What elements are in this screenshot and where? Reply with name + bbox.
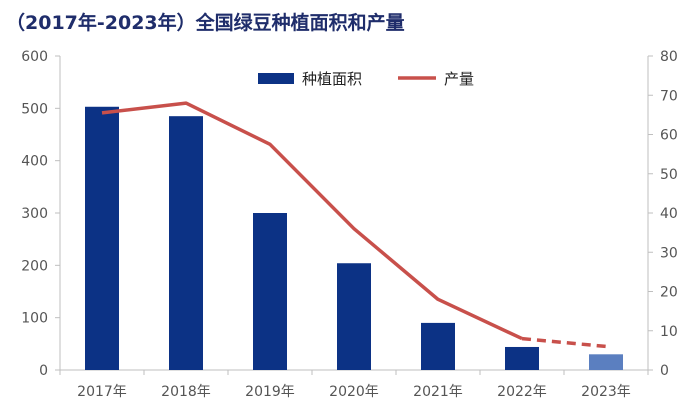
y-left-tick-label: 500 <box>21 101 48 117</box>
x-tick-label: 2022年 <box>497 384 547 400</box>
bar-2019年 <box>253 213 287 370</box>
legend-label-area: 种植面积 <box>302 70 362 88</box>
bar-2018年 <box>169 116 203 370</box>
y-right-tick-label: 0 <box>660 363 669 379</box>
y-left-tick-label: 300 <box>21 206 48 222</box>
y-right-tick-label: 20 <box>660 285 678 301</box>
line-series-dashed <box>521 336 607 349</box>
y-right-tick-label: 60 <box>660 128 678 144</box>
y-right-tick-label: 10 <box>660 324 678 340</box>
tick-labels: 0 100 200 300 400 500 600 0 10 20 30 40 50 60 70 80 2017… <box>21 49 678 400</box>
y-right-tick-label: 50 <box>660 167 678 183</box>
x-tick-label: 2021年 <box>413 384 463 400</box>
line-series <box>101 101 607 349</box>
x-tick-label: 2018年 <box>161 384 211 400</box>
y-left-tick-label: 0 <box>39 363 48 379</box>
bar-2020年 <box>337 263 371 370</box>
y-left-tick-label: 100 <box>21 311 48 327</box>
y-left-tick-label: 200 <box>21 258 48 274</box>
chart-title: （2017年-2023年）全国绿豆种植面积和产量 <box>6 12 405 34</box>
x-tick-label: 2017年 <box>77 384 127 400</box>
bar-2017年 <box>85 106 119 370</box>
y-right-tick-label: 40 <box>660 206 678 222</box>
bar-2021年 <box>421 322 455 370</box>
legend-swatch-area <box>258 73 294 84</box>
bar-2022年 <box>505 346 539 370</box>
x-tick-label: 2019年 <box>245 384 295 400</box>
y-left-tick-label: 600 <box>21 49 48 65</box>
bar-2023年 <box>589 354 623 370</box>
bars <box>85 106 623 370</box>
legend-label-production: 产量 <box>444 70 474 88</box>
x-tick-label: 2020年 <box>329 384 379 400</box>
y-left-tick-label: 400 <box>21 154 48 170</box>
x-tick-label: 2023年 <box>581 384 631 400</box>
y-right-tick-label: 80 <box>660 49 678 65</box>
line-series-solid <box>101 101 523 341</box>
y-right-tick-label: 70 <box>660 88 678 104</box>
legend: 种植面积 产量 <box>258 70 474 88</box>
y-right-tick-label: 30 <box>660 245 678 261</box>
